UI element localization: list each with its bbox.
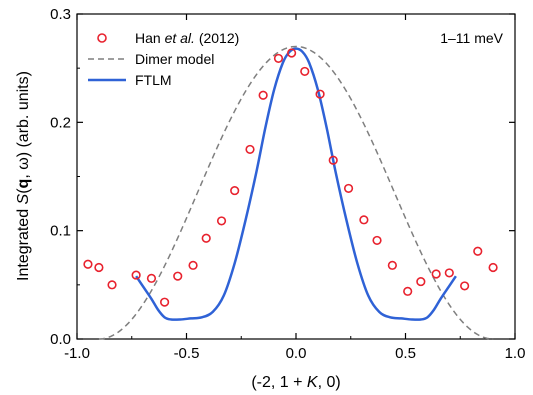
x-tick-label: 0.0 [286, 345, 307, 362]
legend-ftlm-label: FTLM [135, 72, 172, 88]
x-tick-label: 1.0 [505, 345, 526, 362]
han-data-point [372, 235, 382, 246]
legend-han-label: Han et al. (2012) [135, 30, 239, 46]
han-data-point [473, 246, 483, 256]
y-tick-label: 0.2 [50, 114, 71, 131]
y-axis-title: Integrated S(q, ω) (arb. units) [15, 71, 32, 281]
legend: Han et al. (2012) Dimer model FTLM [88, 30, 239, 88]
y-axis-ticks: 0.0 0.1 0.2 0.3 [50, 6, 515, 348]
han-data-point [160, 297, 170, 307]
han-data-point [300, 66, 310, 77]
energy-range-annotation: 1–11 meV [440, 30, 503, 46]
han-data-point [273, 53, 284, 64]
han-data-point [315, 89, 325, 99]
han-data-point [216, 216, 227, 226]
dimer-model-line [98, 45, 494, 340]
han-data-point [287, 48, 297, 58]
x-tick-label: 0.5 [395, 345, 416, 362]
han-data-point [444, 268, 454, 278]
han-data-point [146, 273, 157, 283]
han-data-point [343, 183, 354, 194]
han-data-point [387, 260, 397, 270]
han-data-point [431, 269, 441, 279]
han-data-point [245, 144, 255, 155]
han-data-point [328, 155, 338, 165]
x-tick-label: -0.5 [174, 345, 200, 362]
han-data-point [230, 185, 240, 196]
han-data-point [258, 90, 268, 100]
x-tick-label: -1.0 [64, 345, 90, 362]
han-data-point [488, 262, 498, 273]
han-data-point [460, 281, 470, 291]
han-data-point [403, 286, 413, 296]
han-data-point [107, 280, 117, 290]
dimer-model-layer [98, 45, 494, 340]
legend-han-marker [97, 33, 107, 43]
x-axis-title: (-2, 1 + K, 0) [251, 374, 340, 391]
y-tick-label: 0.1 [50, 223, 71, 240]
han-data-point [83, 259, 93, 269]
legend-dimer-label: Dimer model [135, 51, 214, 67]
han-data-point [201, 233, 211, 243]
x-axis-ticks: -1.0 -0.5 0.0 0.5 1.0 [64, 14, 525, 362]
han-data-point [359, 215, 369, 225]
han-data-point [416, 276, 426, 287]
han-data-point [173, 271, 183, 281]
han-data-point [94, 262, 104, 273]
ftlm-layer [135, 47, 457, 321]
y-tick-label: 0.3 [50, 6, 71, 23]
ftlm-line [135, 47, 457, 321]
han-data-point [131, 270, 141, 280]
han-data-point [188, 260, 198, 270]
han-data-layer [83, 48, 498, 307]
y-tick-label: 0.0 [50, 331, 71, 348]
